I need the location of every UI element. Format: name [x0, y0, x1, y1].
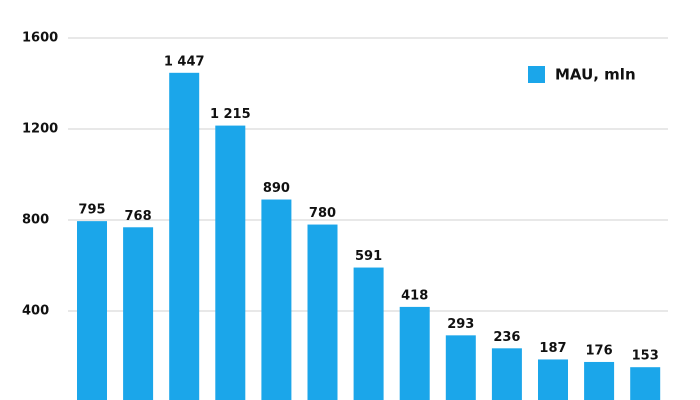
y-tick-label: 1200	[22, 122, 58, 137]
value-label: 890	[263, 181, 290, 196]
bar	[584, 361, 615, 400]
y-tick-label: 800	[22, 213, 49, 228]
y-tick-label: 400	[22, 304, 49, 319]
value-label: 1 215	[210, 107, 251, 122]
bar	[491, 348, 522, 400]
value-label: 187	[539, 341, 566, 356]
bar	[445, 335, 476, 400]
legend-swatch	[528, 66, 545, 83]
value-label: 236	[493, 330, 520, 345]
bar	[169, 72, 200, 400]
legend-label: MAU, mln	[555, 66, 636, 84]
bar	[353, 267, 384, 400]
value-label: 780	[309, 206, 336, 221]
bar	[77, 221, 107, 400]
value-label: 591	[355, 249, 382, 264]
value-label: 1 447	[164, 54, 205, 69]
value-label: 293	[447, 317, 474, 332]
value-label: 795	[78, 203, 105, 218]
bar	[215, 125, 246, 400]
bar	[307, 224, 338, 400]
bar	[123, 227, 154, 400]
value-label: 153	[632, 349, 659, 364]
bar	[399, 306, 430, 400]
y-tick-label: 1600	[22, 31, 58, 46]
value-label: 418	[401, 288, 428, 303]
value-label: 176	[586, 343, 613, 358]
bar	[538, 359, 568, 400]
bar	[630, 367, 661, 400]
value-label: 768	[125, 209, 152, 224]
bar	[261, 199, 292, 400]
